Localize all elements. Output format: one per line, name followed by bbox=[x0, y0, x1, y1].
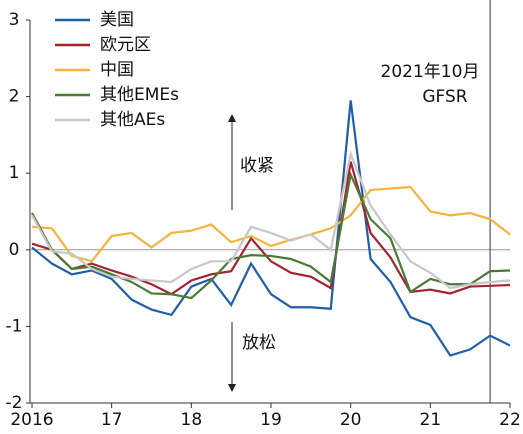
x-tick-label: 19 bbox=[260, 410, 282, 430]
up-arrow-head bbox=[228, 114, 236, 122]
y-tick-label: 1 bbox=[9, 163, 20, 183]
series-line bbox=[31, 100, 511, 357]
note-line: 2021年10月 bbox=[381, 62, 480, 82]
series-line bbox=[31, 171, 511, 300]
x-tick-label: 21 bbox=[420, 410, 442, 430]
down-arrow-head bbox=[228, 384, 236, 392]
y-tick-label: -1 bbox=[6, 316, 23, 336]
legend-label: 欧元区 bbox=[100, 35, 151, 55]
y-tick-label: 2 bbox=[9, 87, 20, 107]
x-tick-label: 2016 bbox=[10, 410, 53, 430]
down-label: 放松 bbox=[242, 333, 276, 353]
y-tick-label: 3 bbox=[9, 10, 20, 30]
up-label: 收紧 bbox=[240, 156, 274, 176]
legend-label: 其他EMEs bbox=[100, 85, 179, 105]
x-tick-label: 18 bbox=[181, 410, 203, 430]
legend-label: 其他AEs bbox=[100, 110, 165, 130]
series-line bbox=[31, 185, 511, 263]
x-tick-label: 22 bbox=[499, 410, 521, 430]
x-tick-label: 20 bbox=[340, 410, 362, 430]
series-line bbox=[31, 150, 511, 290]
note-line: GFSR bbox=[422, 87, 467, 107]
y-tick-label: -2 bbox=[6, 393, 23, 413]
y-tick-label: 0 bbox=[9, 240, 20, 260]
legend-label: 美国 bbox=[100, 10, 134, 30]
x-tick-label: 17 bbox=[101, 410, 123, 430]
series-line bbox=[31, 161, 511, 296]
legend-label: 中国 bbox=[100, 60, 134, 80]
